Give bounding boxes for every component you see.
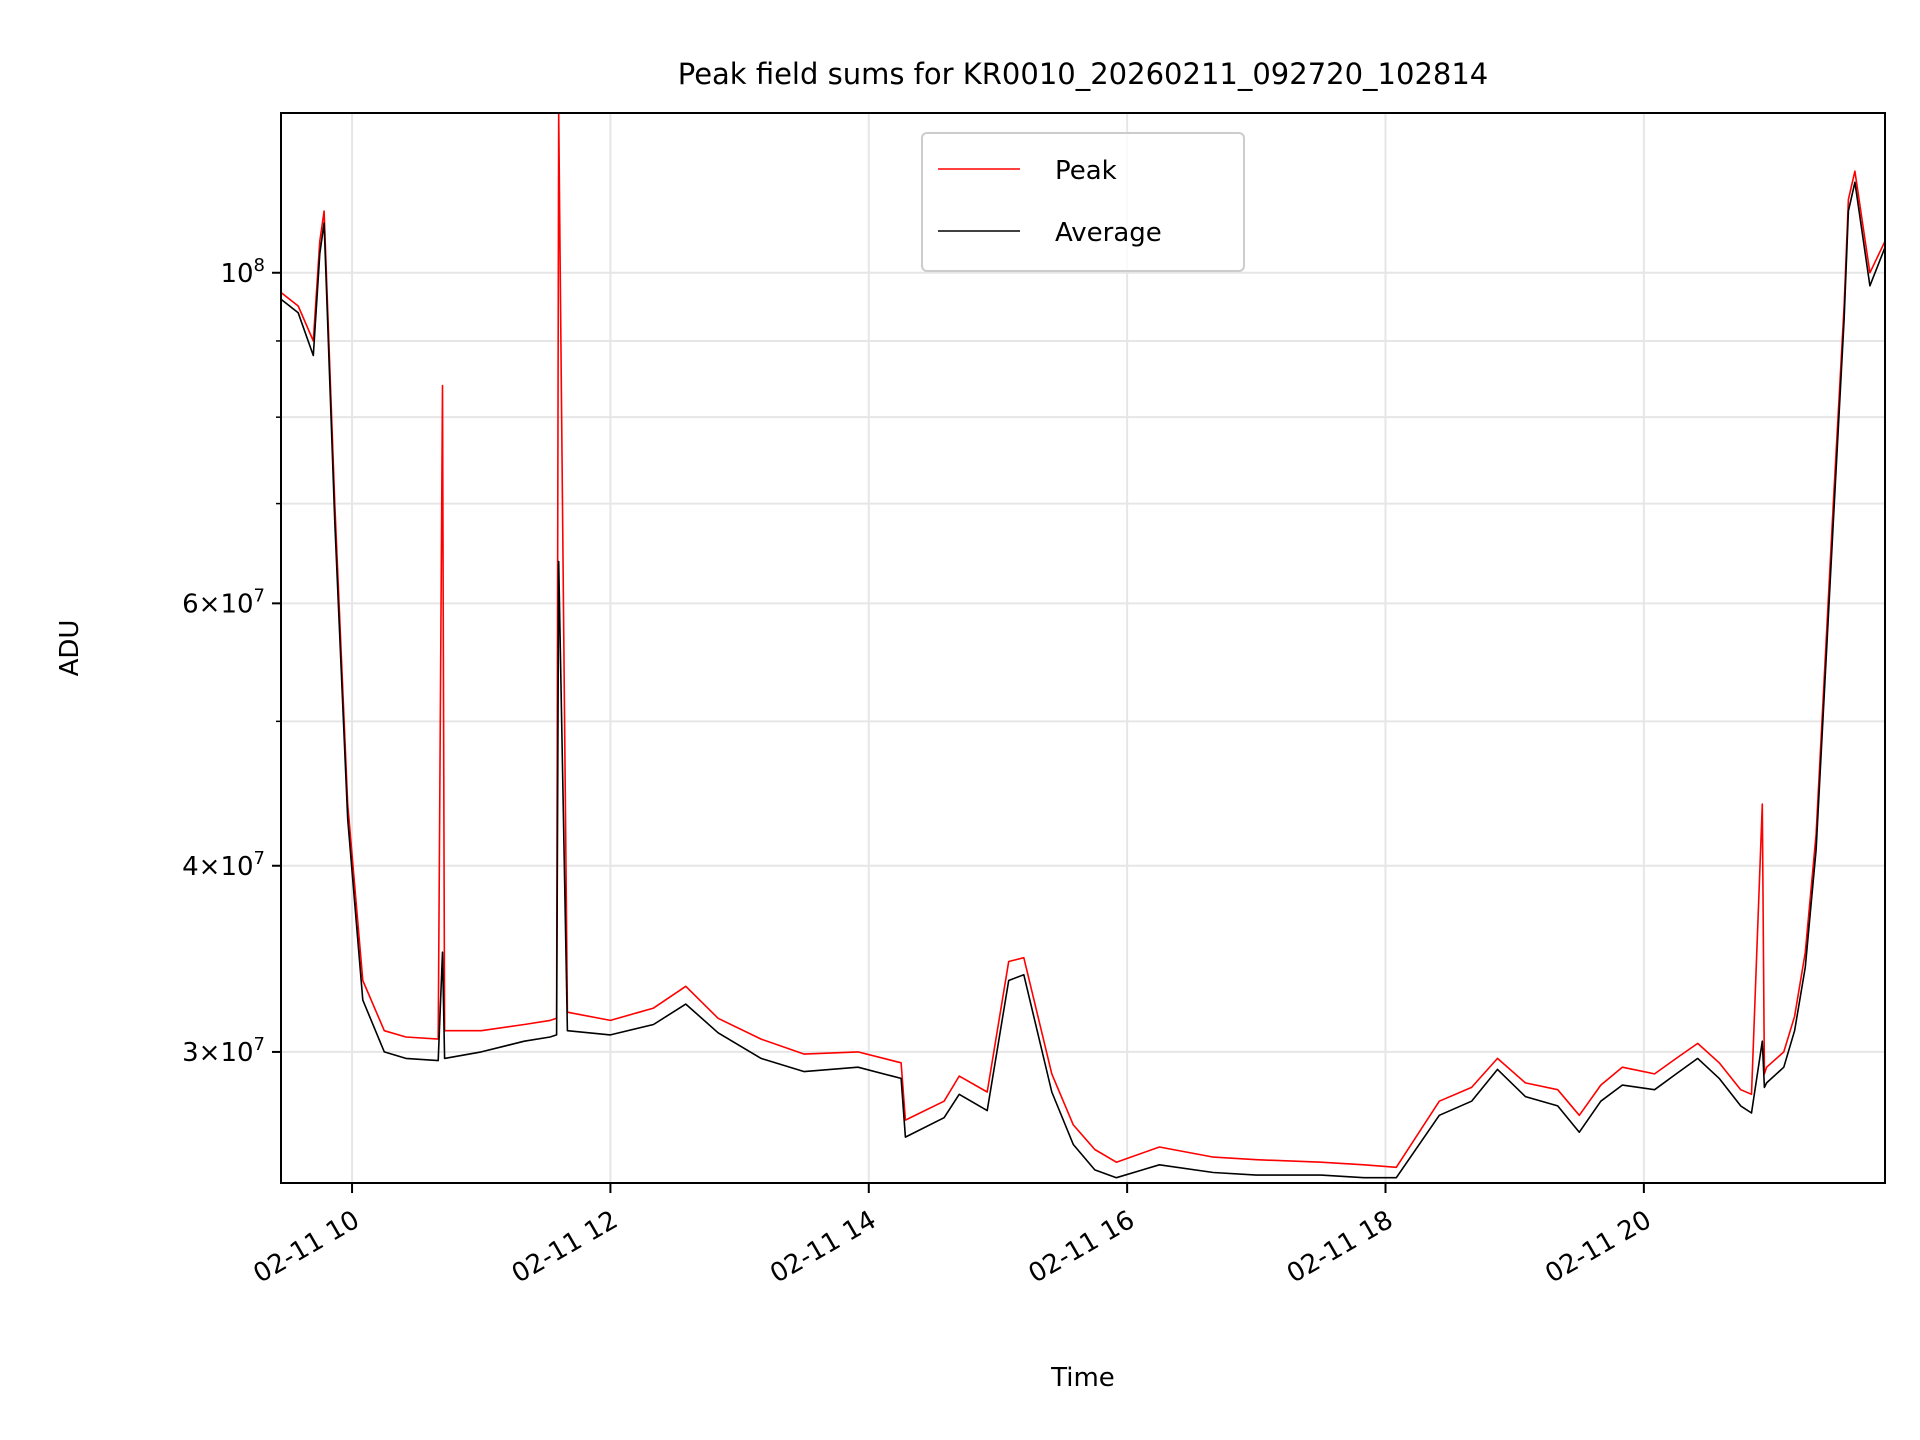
legend-label-average: Average (1055, 218, 1162, 248)
y-axis-label: ADU (55, 620, 85, 677)
series-line-peak (280, 112, 1886, 1169)
series-line-average (280, 181, 1886, 1179)
y-tick-label: 6×107 (182, 585, 265, 619)
plot-series (280, 112, 1886, 1179)
legend-box (921, 132, 1245, 272)
grid (281, 113, 1885, 1183)
legend: Peak Average (921, 132, 1245, 272)
x-axis-label: Time (1050, 1363, 1115, 1393)
chart-title: Peak field sums for KR0010_20260211_0927… (678, 57, 1489, 91)
plot-frame (280, 112, 1886, 1184)
y-tick-label: 4×107 (182, 848, 265, 882)
y-tick-label: 108 (220, 255, 265, 289)
legend-label-peak: Peak (1055, 156, 1117, 186)
y-tick-label: 3×107 (182, 1034, 265, 1068)
